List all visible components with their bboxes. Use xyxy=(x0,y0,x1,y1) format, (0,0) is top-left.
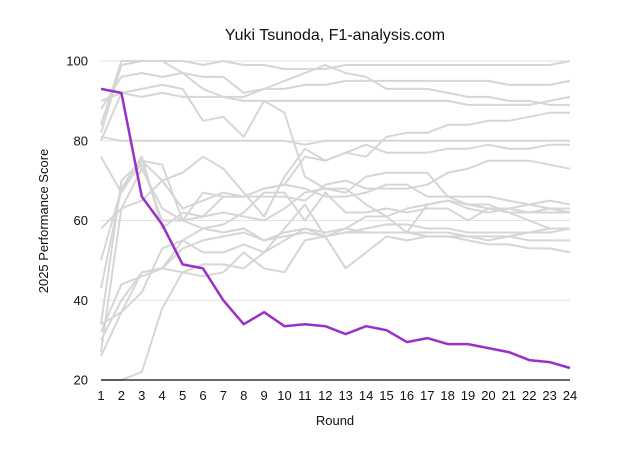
series-line xyxy=(100,167,570,234)
y-axis-label: 2025 Performance Score xyxy=(36,149,51,294)
x-tick-label: 1 xyxy=(97,388,104,403)
x-tick-label: 13 xyxy=(338,388,352,403)
y-tick-label: 40 xyxy=(74,293,88,308)
series-line xyxy=(100,135,570,146)
y-tick-label: 20 xyxy=(74,373,88,388)
series-line xyxy=(100,143,570,218)
x-tick-label: 19 xyxy=(461,388,475,403)
x-tick-label: 16 xyxy=(400,388,414,403)
gridlines xyxy=(101,60,570,301)
y-tick-label: 100 xyxy=(66,54,88,69)
x-tick-label: 8 xyxy=(240,388,247,403)
x-tick-label: 12 xyxy=(318,388,332,403)
x-tick-label: 24 xyxy=(563,388,577,403)
series-line xyxy=(100,91,571,106)
series-line xyxy=(100,235,571,341)
background-series xyxy=(100,60,571,381)
x-tick-labels: 1 2 3 4 5 6 7 8 9 10 11 12 13 14 15 16 17 18 19 20 21 22 23 24 xyxy=(97,388,577,403)
series-line xyxy=(100,155,571,261)
series-line xyxy=(100,64,570,110)
x-tick-label: 14 xyxy=(359,388,373,403)
x-axis-label: Round xyxy=(316,413,354,428)
x-tick-label: 18 xyxy=(440,388,454,403)
x-tick-label: 4 xyxy=(159,388,166,403)
y-tick-label: 60 xyxy=(74,213,88,228)
x-tick-label: 5 xyxy=(179,388,186,403)
x-tick-label: 22 xyxy=(522,388,536,403)
x-tick-label: 23 xyxy=(542,388,556,403)
series-line xyxy=(100,159,571,325)
x-tick-label: 15 xyxy=(379,388,393,403)
x-tick-label: 10 xyxy=(277,388,291,403)
series-line xyxy=(100,227,571,357)
series-line xyxy=(100,163,570,289)
y-tick-labels: 20 40 60 80 100 xyxy=(66,54,88,388)
y-tick-label: 80 xyxy=(74,133,88,148)
x-tick-label: 3 xyxy=(138,388,145,403)
x-tick-label: 6 xyxy=(199,388,206,403)
x-tick-label: 11 xyxy=(298,388,312,403)
x-tick-label: 20 xyxy=(481,388,495,403)
series-line xyxy=(101,199,571,381)
series-line xyxy=(100,223,570,326)
x-tick-label: 2 xyxy=(118,388,125,403)
series-line xyxy=(100,111,570,353)
series-line xyxy=(100,60,571,126)
series-line-highlighted xyxy=(100,87,571,370)
highlighted-series xyxy=(100,87,571,370)
x-tick-label: 17 xyxy=(420,388,434,403)
series-line xyxy=(100,231,570,333)
x-tick-label: 9 xyxy=(261,388,268,403)
series-line xyxy=(100,60,571,134)
x-tick-label: 21 xyxy=(502,388,516,403)
chart-title: Yuki Tsunoda, F1-analysis.com xyxy=(225,27,445,44)
x-tick-label: 7 xyxy=(220,388,227,403)
